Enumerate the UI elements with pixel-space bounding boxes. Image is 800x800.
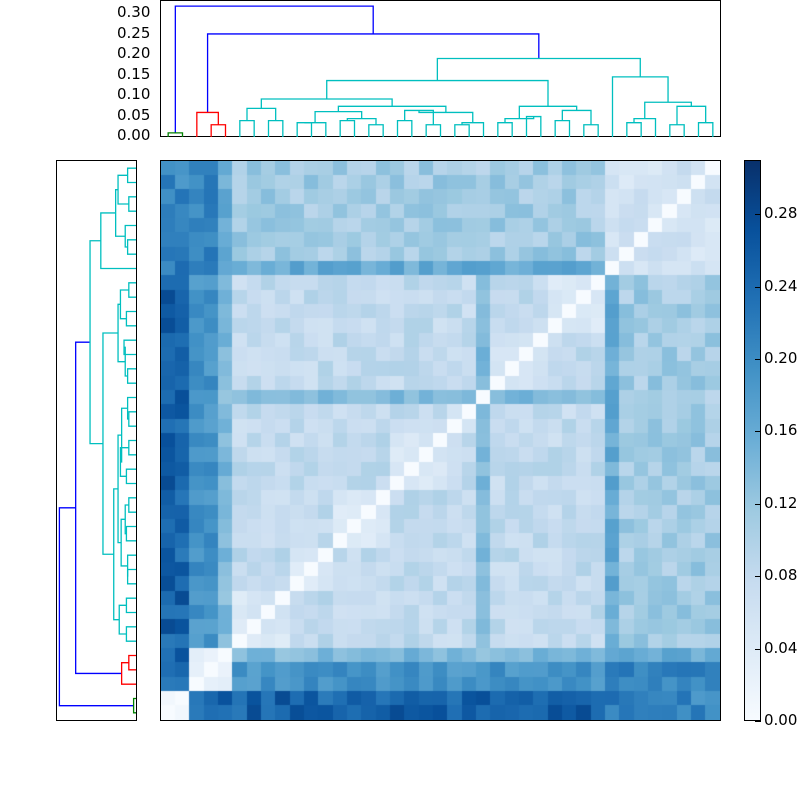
colorbar-tick-mark bbox=[755, 286, 761, 288]
left-dendrogram bbox=[56, 160, 137, 721]
dendrogram-y-tick-label: 0.30 bbox=[117, 3, 151, 22]
distance-heatmap bbox=[160, 160, 721, 721]
dendrogram-y-tick-label: 0.05 bbox=[117, 105, 151, 124]
colorbar-tick-label: 0.12 bbox=[764, 493, 798, 512]
dendrogram-y-tick-label: 0.25 bbox=[117, 23, 151, 42]
colorbar-tick-mark bbox=[755, 214, 761, 216]
colorbar-tick-mark bbox=[755, 721, 761, 722]
colorbar-tick-label: 0.04 bbox=[764, 638, 798, 657]
colorbar-tick-label: 0.24 bbox=[764, 276, 798, 295]
heatmap-cells bbox=[161, 161, 720, 720]
colorbar-tick-mark bbox=[755, 503, 761, 505]
colorbar bbox=[744, 160, 761, 721]
colorbar-tick-label: 0.20 bbox=[764, 349, 798, 368]
colorbar-tick-label: 0.16 bbox=[764, 421, 798, 440]
colorbar-tick-mark bbox=[755, 648, 761, 650]
dendrogram-y-tick-label: 0.20 bbox=[117, 44, 151, 63]
colorbar-tick-mark bbox=[755, 431, 761, 433]
colorbar-tick-label: 0.08 bbox=[764, 566, 798, 585]
top-dendrogram bbox=[160, 0, 721, 137]
colorbar-tick-label: 0.28 bbox=[764, 204, 798, 223]
dendrogram-y-tick-label: 0.15 bbox=[117, 64, 151, 83]
left-dendrogram-lines bbox=[58, 167, 136, 714]
colorbar-tick-mark bbox=[755, 359, 761, 361]
colorbar-tick-mark bbox=[755, 576, 761, 578]
top-dendrogram-lines bbox=[167, 5, 714, 137]
dendrogram-y-tick-label: 0.00 bbox=[117, 126, 151, 144]
dendrogram-y-tick-label: 0.10 bbox=[117, 85, 151, 104]
colorbar-tick-label: 0.00 bbox=[764, 711, 798, 729]
